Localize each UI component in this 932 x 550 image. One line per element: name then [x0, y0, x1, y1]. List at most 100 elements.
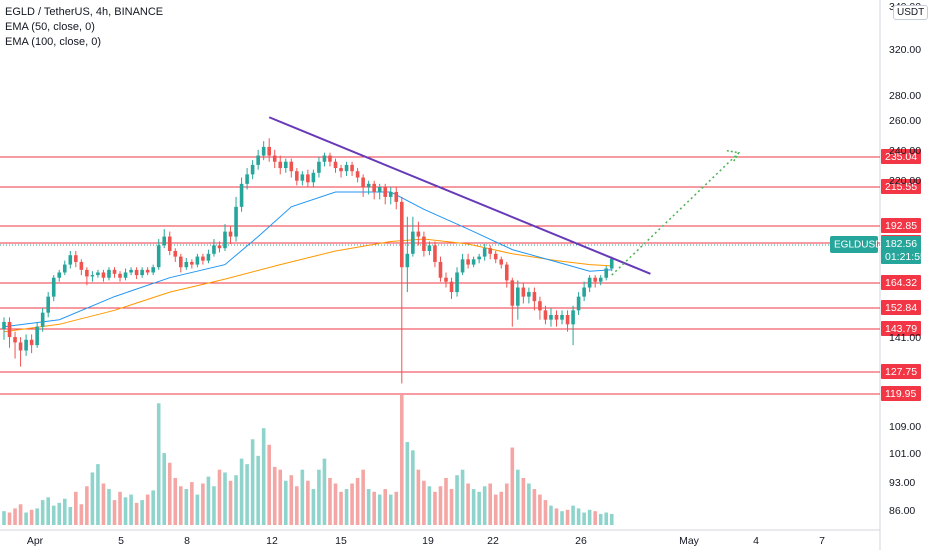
candle-body	[527, 292, 531, 297]
volume-bar	[499, 491, 504, 525]
candle-body	[598, 277, 603, 282]
volume-bar	[538, 494, 542, 525]
candle-body	[140, 269, 144, 276]
volume-bar	[167, 462, 172, 525]
volume-bar	[394, 491, 399, 525]
candle-body	[344, 164, 349, 172]
time-tick-label: May	[679, 535, 700, 547]
volume-bar	[587, 509, 592, 525]
volume-bar	[245, 464, 249, 525]
candle-body	[145, 269, 150, 273]
volume-bar	[609, 513, 614, 525]
candle-body	[499, 259, 504, 265]
candle-body	[333, 161, 338, 169]
candle-body	[90, 275, 95, 277]
candle-body	[129, 269, 133, 273]
volume-bar	[388, 494, 393, 525]
volume-bar	[212, 486, 216, 525]
candle-body	[405, 253, 410, 268]
candle-body	[283, 161, 288, 169]
candle-body	[504, 264, 509, 281]
candle-body	[278, 161, 283, 169]
candle-body	[107, 269, 111, 278]
candle-body	[96, 272, 100, 276]
volume-bar	[604, 512, 609, 525]
volume-bar	[223, 472, 227, 525]
candle-body	[57, 272, 62, 278]
volume-bar	[460, 469, 465, 525]
candle-body	[565, 315, 570, 325]
ema50-line	[3, 191, 612, 328]
volume-bar	[527, 483, 531, 525]
volume-bar	[184, 489, 189, 525]
currency-badge[interactable]: USDT	[893, 5, 929, 20]
volume-bar	[140, 500, 144, 525]
volume-bar	[383, 489, 388, 525]
candle-body	[212, 245, 216, 254]
volume-bar	[317, 469, 321, 525]
volume-bar	[289, 475, 294, 525]
volume-bar	[444, 477, 448, 525]
volume-bar	[13, 508, 17, 525]
candle-body	[422, 236, 426, 251]
volume-bar	[74, 491, 78, 525]
level-label: 143.79	[885, 323, 917, 335]
candle-body	[394, 191, 399, 202]
candle-body	[593, 277, 597, 282]
candle-body	[239, 183, 244, 207]
time-tick-label: 8	[184, 535, 190, 547]
volume-bar	[195, 494, 200, 525]
candle-body	[455, 272, 459, 293]
volume-bar	[411, 450, 415, 525]
candle-body	[195, 256, 200, 265]
candle-body	[549, 315, 553, 320]
price-tick-label: 260.00	[889, 115, 921, 127]
candle-body	[416, 231, 421, 237]
volume-bar	[79, 504, 84, 525]
candle-body	[68, 255, 73, 265]
volume-bar	[151, 490, 155, 525]
volume-bar	[250, 439, 255, 525]
volume-bar	[51, 505, 56, 525]
current-price-label: 182.56	[885, 238, 917, 250]
time-tick-label: 26	[575, 535, 587, 547]
candle-body	[217, 245, 222, 249]
candle-body	[184, 261, 189, 268]
candle-body	[538, 301, 542, 311]
volume-bar	[118, 491, 122, 525]
level-label: 192.85	[885, 220, 917, 232]
candle-body	[383, 187, 388, 197]
candle-body	[234, 206, 238, 237]
volume-bar	[228, 480, 233, 525]
volume-bar	[239, 458, 244, 525]
volume-bar	[190, 482, 194, 525]
candle-body	[173, 251, 178, 257]
volume-bar	[40, 500, 45, 525]
volume-bar	[85, 486, 89, 525]
candle-body	[7, 322, 12, 338]
volume-bar	[179, 486, 183, 525]
volume-bar	[201, 483, 205, 525]
candle-body	[2, 322, 6, 329]
candle-body	[206, 253, 211, 261]
ema100-line	[3, 238, 612, 333]
time-tick-label: 12	[266, 535, 278, 547]
volume-bar	[554, 508, 559, 525]
candle-body	[29, 339, 34, 346]
candle-body	[317, 161, 321, 173]
time-tick-label: 15	[335, 535, 347, 547]
volume-bar	[405, 442, 410, 525]
candle-body	[560, 315, 564, 320]
volume-bar	[516, 469, 520, 525]
candle-body	[516, 287, 520, 306]
price-tick-label: 320.00	[889, 44, 921, 56]
candle-body	[532, 292, 537, 302]
level-tag	[881, 179, 921, 194]
candle-body	[223, 231, 227, 249]
volume-bar	[488, 483, 492, 525]
legend-ema100: EMA (100, close, 0)	[5, 36, 101, 48]
level-tag	[881, 149, 921, 164]
level-tag	[881, 275, 921, 290]
volume-bar	[62, 498, 67, 525]
